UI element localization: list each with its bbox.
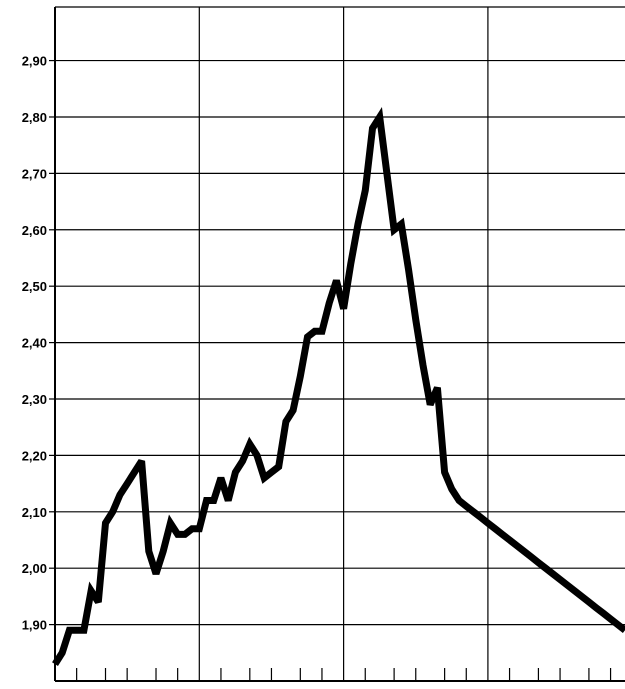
y-tick-label: 2,20 [22,448,47,463]
y-tick-label: 1,90 [22,618,47,633]
tick-layer [49,59,612,681]
y-tick-label: 2,10 [22,505,47,520]
y-tick-label: 2,70 [22,166,47,181]
series-line [52,106,625,666]
y-tick-label: 2,60 [22,223,47,238]
y-tick-label: 2,30 [22,392,47,407]
y-tick-label: 2,80 [22,110,47,125]
y-tick-label: 2,40 [22,336,47,351]
y-tick-labels: 1,90 2,00 2,10 2,20 2,30 2,40 2,50 2,60 2,70 2,80… [22,54,47,633]
y-tick-label: 2,50 [22,279,47,294]
y-tick-label: 2,00 [22,561,47,576]
series-layer [52,106,625,666]
grid-layer [54,7,625,681]
plot-frame [54,6,625,682]
point-layer [54,116,625,664]
y-tick-label: 2,90 [22,54,47,69]
